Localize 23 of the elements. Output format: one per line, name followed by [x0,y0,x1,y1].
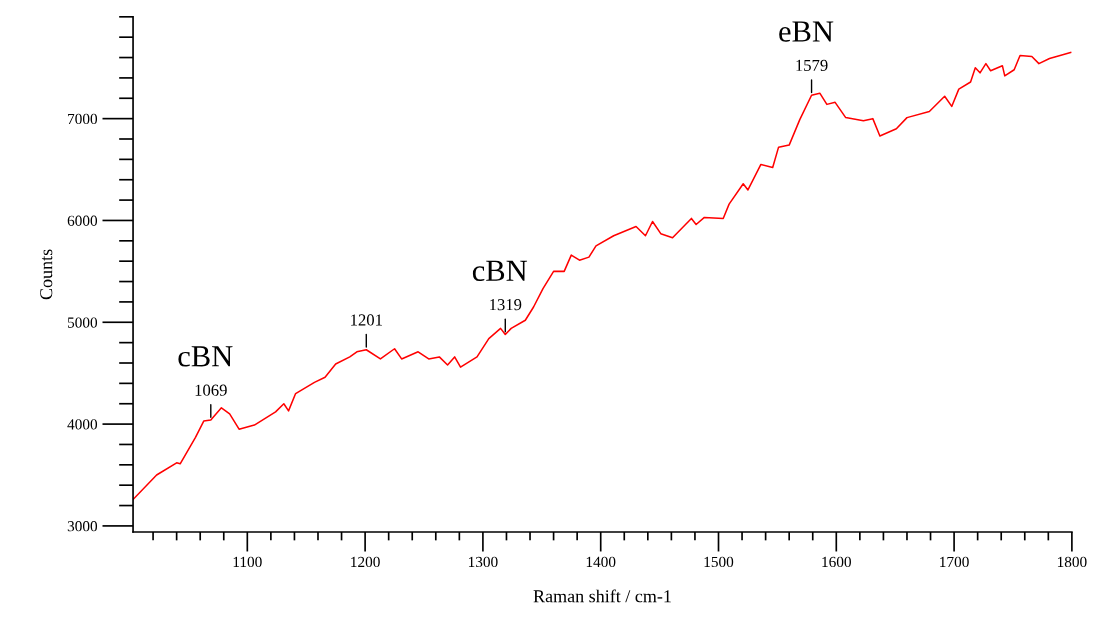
y-tick-label: 7000 [68,113,98,125]
x-tick-label: 1200 [351,556,380,568]
annotation: 1579 [796,59,828,71]
x-tick-label: 1800 [1057,556,1087,568]
x-tick-label: 1500 [704,556,734,568]
y-axis-title: Counts [40,249,53,300]
x-tick-label: 1400 [586,556,616,568]
x-tick-label: 1100 [233,556,262,568]
annotation: 1319 [490,299,522,311]
x-tick-label: 1700 [940,556,969,568]
y-tick-label: 5000 [67,317,98,328]
annotation: cBN [472,260,528,282]
y-tick-label: 6000 [67,215,98,226]
y-tick-label: 4000 [67,419,98,430]
annotation: eBN [779,21,834,42]
line-series [133,51,1072,501]
annotation: cBN [178,346,233,367]
annotation: 1201 [351,314,382,326]
y-tick-label: 3000 [67,521,98,532]
x-tick-label: 1300 [468,556,498,568]
annotation: 1069 [195,384,227,396]
x-axis-title: Raman shift / cm-1 [533,589,671,603]
x-tick-label: 1600 [822,556,851,568]
